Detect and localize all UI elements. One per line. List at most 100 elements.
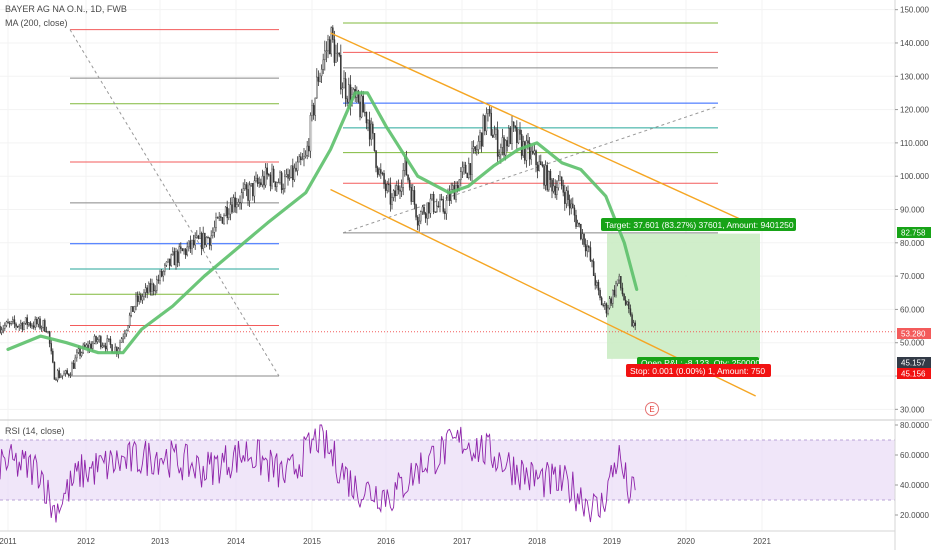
ma-indicator-label[interactable]: MA (200, close) [5,18,68,28]
candle-body [256,177,259,184]
time-axis[interactable]: 2011 2012 2013 2014 2015 2016 2017 2018 2019 2020… [0,537,771,546]
candle-body [320,69,323,77]
candle-body [40,327,43,329]
candle-body [517,129,520,144]
candle-body [290,165,293,178]
candle-body [544,165,547,186]
rsi-indicator-label[interactable]: RSI (14, close) [5,426,65,436]
candle-body [520,134,523,156]
candle-body [200,233,203,250]
candle-body [512,121,515,127]
candle-body [327,39,329,52]
candle-body [514,126,517,128]
candle-body [450,188,453,201]
candle-body [269,174,272,187]
candle-body [546,165,549,191]
candle-body [282,188,285,190]
symbol-title[interactable]: BAYER AG NA O.N., 1D, FWB [5,4,127,14]
target-price-flag[interactable]: 82.758 [897,227,931,238]
target-price-flag-bg [897,227,931,238]
candle-body [148,283,150,294]
candle-body [501,137,504,148]
candle-body [53,362,56,380]
time-tick-label: 2021 [753,537,771,546]
candle-body [434,211,437,213]
candle-body [98,336,100,340]
candle-body [586,245,589,252]
candle-body [287,174,289,179]
rsi-tick-label: 80.0000 [900,421,929,430]
candle-body [202,232,204,250]
candle-body [56,370,59,381]
candle-body [316,76,318,99]
stop-label[interactable]: Stop: 0.001 (0.00%) 1, Amount: 750 [626,364,771,377]
candle-body [12,319,14,322]
candle-body [16,326,19,328]
price-tick-label: 30.000 [900,405,925,414]
candle-body [562,185,565,193]
candle-body [548,171,550,191]
candle-body [397,185,400,191]
candle-body [68,373,70,376]
earnings-marker-letter: E [649,405,654,414]
candle-body [76,352,78,359]
candle-body [210,235,212,246]
candle-body [58,370,61,378]
candle-body [348,84,350,103]
candle-body [125,330,128,335]
candle-body [576,222,579,227]
candle-body [250,183,252,186]
candle-body [8,323,11,325]
price-tick-label: 100.000 [900,172,929,181]
candle-body [216,217,219,219]
candle-body [376,167,379,175]
candle-body [24,317,27,324]
candle-body [218,216,220,219]
earnings-marker[interactable]: E [645,402,659,416]
candle-body [173,251,176,266]
position-zones [0,233,895,359]
candle-body [298,156,301,163]
candle-body [509,128,512,144]
candle-body [420,211,422,222]
candle-body [615,283,617,296]
candle-body [365,111,368,124]
candle-body [26,317,29,326]
candle-body [194,237,196,246]
candle-body [540,161,542,166]
candle-body [410,187,413,202]
target-label[interactable]: Target: 37.601 (83.27%) 37601, Amount: 9… [601,218,796,231]
candle-body [15,323,17,327]
candle-body [324,50,326,61]
candle-body [343,78,345,89]
candle-body [322,59,325,70]
candle-body [156,279,158,291]
target-label-text: Target: 37.601 (83.27%) 37601, Amount: 9… [605,220,794,230]
candle-body [66,370,68,375]
candle-body [496,129,499,157]
time-tick-label: 2015 [303,537,321,546]
candle-body [455,185,457,200]
candle-body [252,183,254,197]
candle-body [167,258,169,263]
candle-body [532,150,534,154]
candle-body [127,325,129,331]
candle-body [292,165,294,181]
candle-body [271,168,273,187]
rsi-axis[interactable]: 80.0000 60.0000 40.0000 20.0000 [895,421,929,520]
candle-body [224,206,227,216]
candle-body [95,336,97,342]
candle-body [383,173,385,185]
candle-body [608,298,611,309]
stop-label-text: Stop: 0.001 (0.00%) 1, Amount: 750 [630,366,765,376]
candle-body [309,115,312,152]
entry-price-flag[interactable]: 45.157 [897,357,931,368]
candle-body [204,232,206,246]
candle-body [277,181,280,184]
candle-body [631,314,633,327]
candle-body [429,198,432,214]
last-price-flag[interactable]: 53.280 [897,328,931,339]
stop-price-flag[interactable]: 45.156 [897,368,931,379]
candle-body [556,187,558,196]
